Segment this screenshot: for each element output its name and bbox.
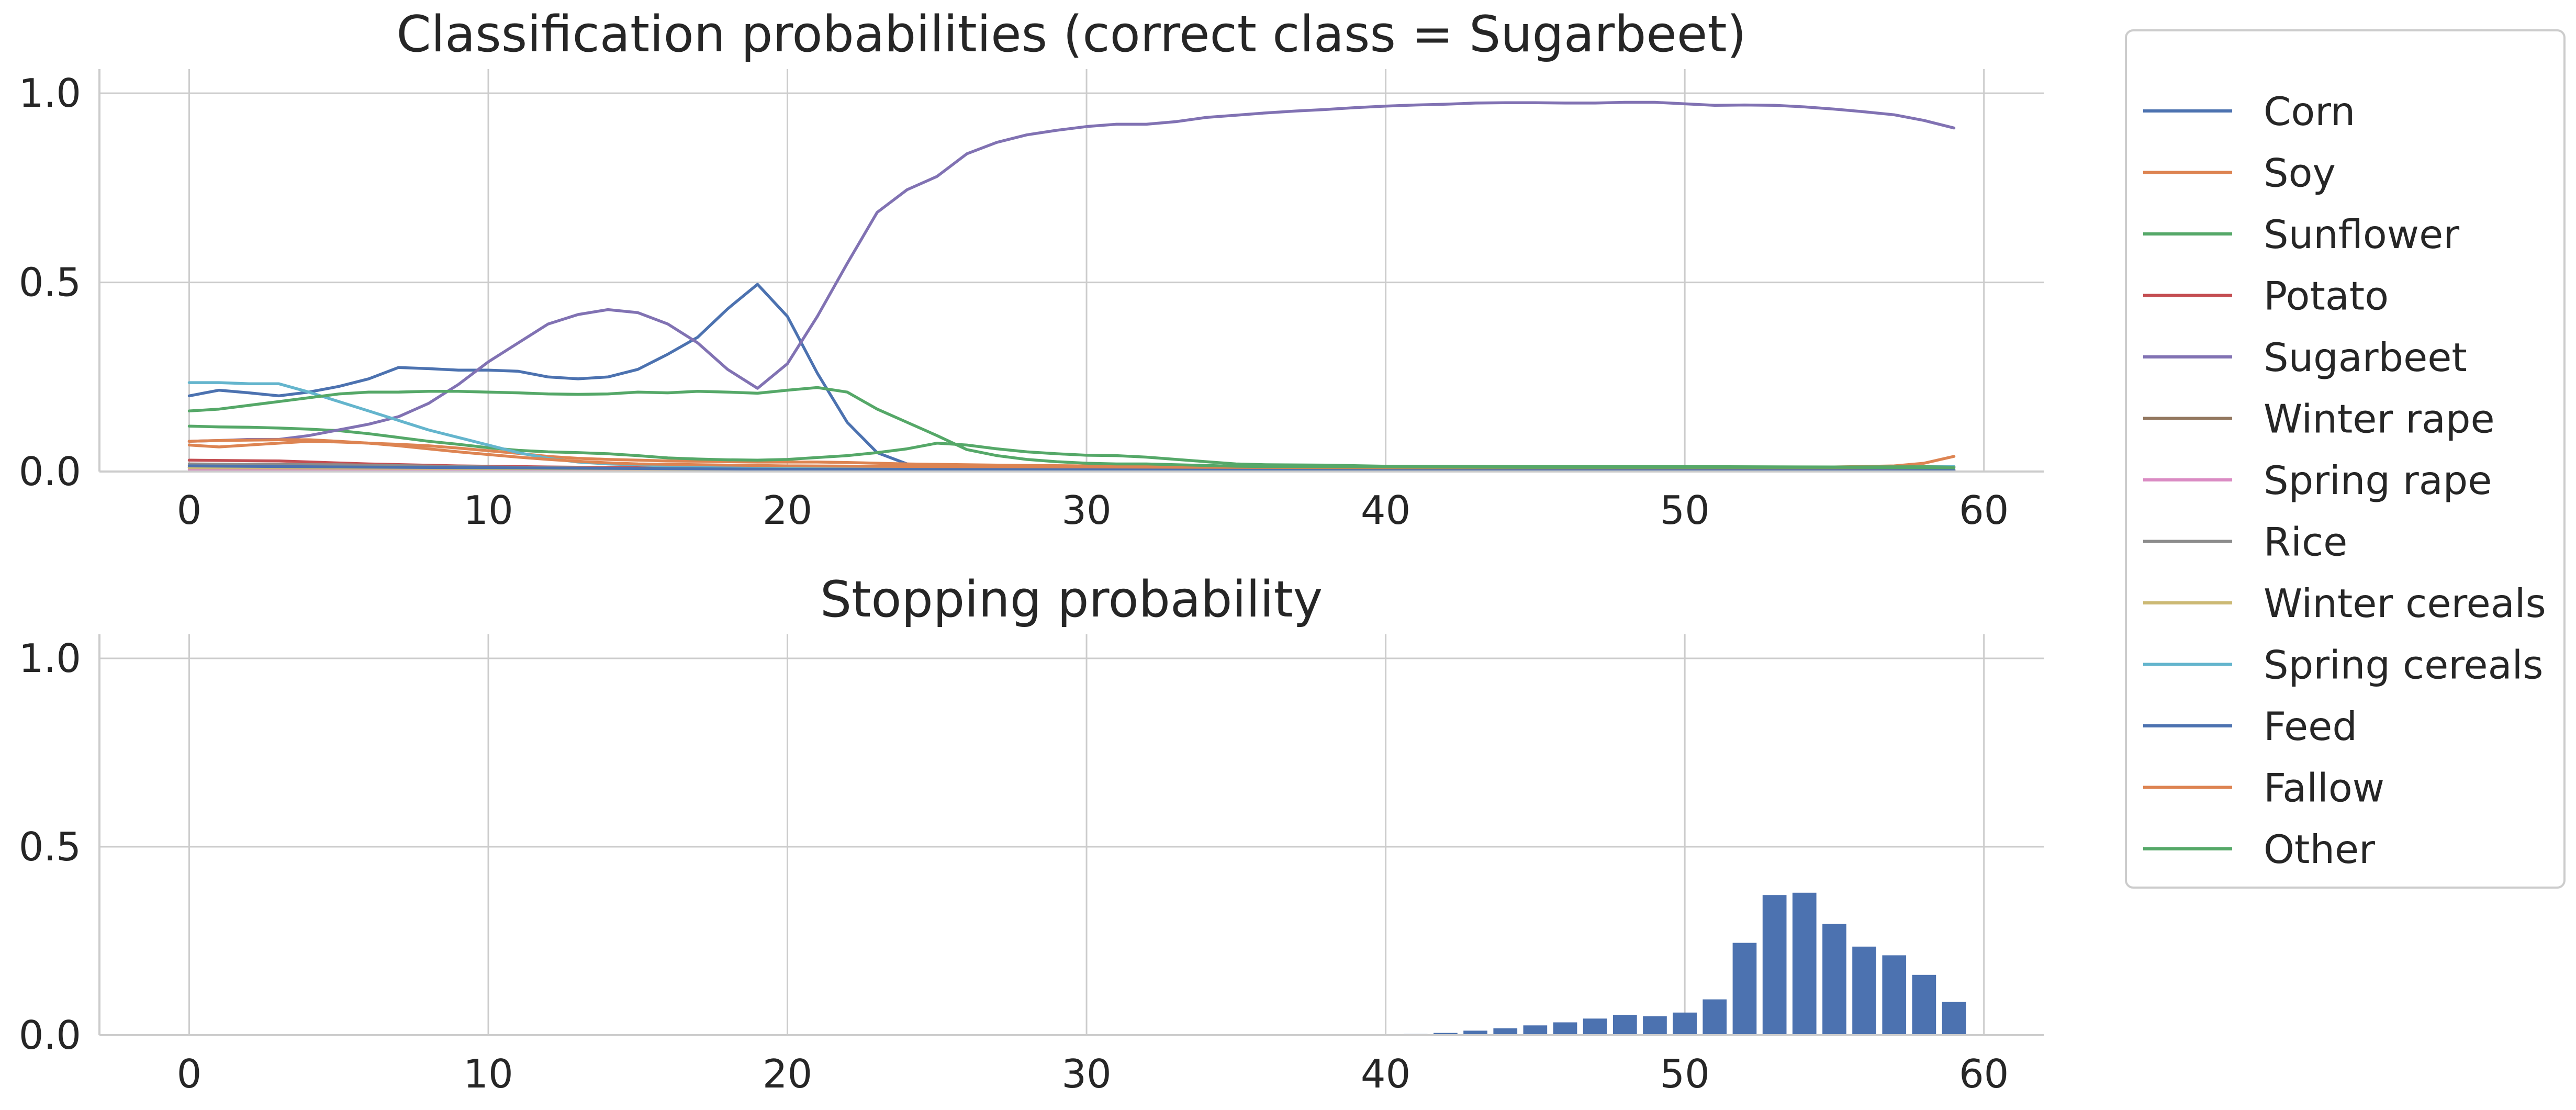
top-xtick-label: 30 [1061,487,1111,533]
stopping-bar [1822,924,1846,1035]
stopping-bar [1433,1033,1458,1035]
legend-label-corn: Corn [2264,88,2355,134]
legend: Corn Soy Sunflower Potato Sugarbeet Winter ra… [2125,29,2566,889]
top-xtick-label: 10 [463,487,513,533]
legend-label-potato: Potato [2264,273,2389,319]
bottom-xtick-label: 40 [1361,1051,1410,1097]
stopping-bar [1463,1030,1487,1035]
series-line-fallow [187,438,1956,469]
top-ytick-label: 1.0 [19,70,81,116]
stopping-bar [1583,1018,1607,1035]
stopping-bar [1643,1016,1667,1035]
bottom-xtick-label: 30 [1061,1051,1111,1097]
bottom-bars [1373,892,1966,1035]
legend-label-rice: Rice [2264,519,2347,565]
top-ytick-label: 0.0 [19,449,81,495]
bottom-xtick-label: 50 [1660,1051,1709,1097]
stopping-bar [1912,974,1936,1035]
series-line-other [187,386,1956,469]
legend-label-fallow: Fallow [2264,765,2384,811]
bottom-xtick-label: 0 [177,1051,202,1097]
top-xtick-label: 50 [1660,487,1709,533]
stopping-probability-chart: 0.0 0.5 1.0 0 10 20 30 40 50 60 Stopping probabil… [19,571,2044,1097]
classification-probabilities-chart: 0.0 0.5 1.0 0 10 20 30 40 50 60 Classification pr… [19,6,2044,533]
top-xtick-label: 20 [763,487,812,533]
stopping-bar [1673,1012,1697,1035]
bottom-chart-title: Stopping probability [820,571,1323,629]
legend-label-feed: Feed [2264,703,2357,749]
series-line-sugarbeet [187,100,1956,443]
legend-frame [2125,29,2566,889]
bottom-ytick-label: 0.5 [19,824,81,870]
stopping-bar [1703,999,1727,1035]
legend-label-winter-rape: Winter rape [2264,396,2495,442]
stopping-bar [1523,1025,1548,1035]
legend-label-winter-cereals: Winter cereals [2264,580,2546,626]
legend-label-soy: Soy [2264,150,2336,196]
legend-label-other: Other [2264,826,2375,872]
legend-label-spring-rape: Spring rape [2264,457,2492,503]
stopping-bar [1553,1022,1577,1035]
stopping-bar [1852,946,1876,1035]
stopping-bar [1762,895,1787,1035]
stopping-bar [1732,943,1757,1035]
top-ytick-label: 0.5 [19,260,81,306]
stopping-bar [1882,955,1907,1035]
bottom-xtick-label: 10 [463,1051,513,1097]
series-line-sunflower [187,424,1956,469]
stopping-bar [1493,1028,1518,1035]
bottom-ytick-label: 0.0 [19,1012,81,1058]
stopping-bar [1942,1002,1966,1035]
bottom-xtick-label: 60 [1959,1051,2009,1097]
legend-label-spring-cereals: Spring cereals [2264,642,2543,688]
top-series-lines [187,100,1956,473]
bottom-xtick-label: 20 [763,1051,812,1097]
top-chart-title: Classification probabilities (correct cl… [396,6,1746,63]
legend-items: Corn Soy Sunflower Potato Sugarbeet Winter ra… [2143,88,2546,872]
bottom-ytick-label: 1.0 [19,635,81,681]
top-xtick-label: 0 [177,487,202,533]
series-line-feed [187,464,1956,472]
top-xtick-label: 60 [1959,487,2009,533]
legend-label-sunflower: Sunflower [2264,211,2459,257]
stopping-bar [1613,1015,1637,1035]
top-axes: 0.0 0.5 1.0 0 10 20 30 40 50 60 [19,69,2044,533]
bottom-axes: 0.0 0.5 1.0 0 10 20 30 40 50 60 [19,634,2044,1097]
stopping-bar [1792,892,1817,1035]
top-xtick-label: 40 [1361,487,1410,533]
legend-label-sugarbeet: Sugarbeet [2264,334,2467,380]
